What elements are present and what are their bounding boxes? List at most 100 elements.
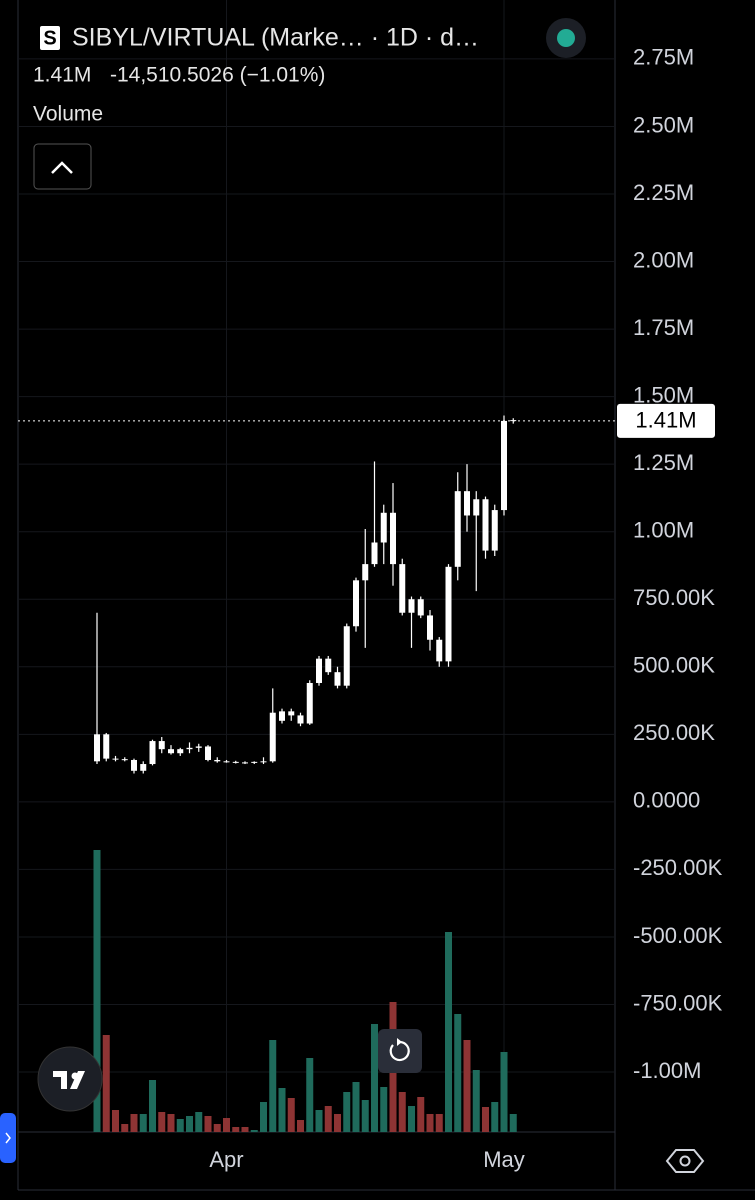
candle-body	[232, 761, 239, 763]
volume-bar	[306, 1058, 314, 1132]
candle-body	[158, 741, 165, 750]
volume-bar	[426, 1114, 434, 1132]
candle-body	[436, 639, 443, 662]
volume-bar	[408, 1106, 415, 1132]
y-tick-label: 250.00K	[633, 720, 715, 745]
volume-bar	[139, 1114, 147, 1132]
volume-bar	[223, 1118, 230, 1132]
candle-body	[223, 761, 230, 763]
volume-bar	[454, 1014, 462, 1132]
y-tick-label: 1.75M	[633, 315, 694, 340]
candle-body	[94, 734, 100, 762]
price-change: -14,510.5026 (−1.01%)	[110, 64, 325, 87]
candle-body	[131, 759, 137, 771]
candle-body	[343, 626, 350, 686]
candle-body	[288, 711, 295, 716]
volume-bar	[380, 1087, 388, 1132]
candle-body	[334, 672, 341, 686]
volume-bar	[343, 1092, 351, 1132]
candle-body	[279, 711, 285, 721]
candle-body	[103, 734, 110, 759]
volume-bar	[213, 1124, 221, 1132]
candle-body	[297, 715, 304, 724]
tradingview-logo-button[interactable]	[37, 1046, 103, 1112]
volume-bar	[204, 1116, 212, 1132]
last-price: 1.41M	[33, 64, 91, 87]
y-tick-label: 1.50M	[633, 382, 694, 407]
side-panel-handle[interactable]	[0, 1113, 16, 1163]
plot-area: 2.75M 2.50M 2.25M 2.00M 1.75M 1.50M 1.25M 1.00M…	[18, 0, 723, 1132]
y-tick-label: -500.00K	[633, 923, 723, 948]
y-tick-label: -1.00M	[633, 1058, 701, 1083]
tradingview-logo-dot	[71, 1072, 79, 1080]
y-tick-label: 750.00K	[633, 585, 715, 610]
candle-body	[464, 491, 470, 516]
reset-button[interactable]	[378, 1029, 422, 1073]
candle-body	[205, 746, 211, 760]
volume-bar	[121, 1124, 129, 1132]
candle-body	[269, 712, 276, 762]
reset-icon-arrow	[397, 1038, 402, 1046]
candle-body	[491, 510, 498, 551]
volume-bar	[445, 932, 452, 1132]
candle-body	[380, 512, 387, 543]
price-label: 1.41M	[635, 408, 696, 433]
y-tick-label: 0.0000	[633, 788, 700, 813]
side-panel-handle-icon	[5, 1132, 11, 1144]
candle-body	[121, 759, 128, 761]
candle-body	[371, 542, 378, 565]
volume-bar	[112, 1110, 119, 1132]
candle-body	[399, 564, 406, 613]
volume-bar	[324, 1106, 332, 1132]
y-tick-label: 500.00K	[633, 653, 715, 678]
candle-body	[260, 761, 267, 763]
symbol-logo-letter: S	[43, 27, 56, 49]
candle-body	[214, 759, 221, 762]
volume-bar	[371, 1024, 378, 1132]
volume-bar	[417, 1097, 425, 1132]
volume-bar	[287, 1098, 295, 1132]
volume-bar	[269, 1040, 277, 1132]
candle-body	[306, 682, 313, 724]
candle-body	[473, 499, 480, 516]
y-tick-label: 2.50M	[633, 112, 694, 137]
volume-bar	[315, 1110, 323, 1132]
candle-body	[242, 762, 248, 764]
candle-body	[501, 420, 507, 511]
volume-bar	[352, 1082, 360, 1132]
status-dot	[557, 29, 575, 47]
volume-bar	[278, 1088, 286, 1132]
reset-icon	[389, 1040, 410, 1062]
settings-icon-center	[679, 1155, 691, 1167]
candle-body	[168, 749, 174, 754]
candle-body	[408, 599, 415, 613]
volume-bar	[250, 1130, 258, 1132]
price-label-box	[617, 403, 715, 438]
candle-body	[140, 764, 147, 771]
candle-body	[445, 566, 452, 662]
volume-bar	[500, 1052, 508, 1132]
volume-bar	[482, 1107, 489, 1132]
candle-body	[112, 758, 119, 760]
y-tick-label: 2.25M	[633, 180, 694, 205]
volume-bar	[472, 1070, 480, 1132]
candle-body	[482, 499, 489, 551]
volume-legend: Volume	[33, 103, 103, 126]
collapse-button[interactable]	[33, 143, 92, 190]
x-tick-label: May	[483, 1147, 525, 1172]
candle-body	[427, 615, 433, 640]
x-tick-label: Apr	[209, 1147, 243, 1172]
settings-button[interactable]	[665, 1149, 705, 1173]
volume-bar	[167, 1114, 175, 1132]
y-tick-label: -750.00K	[633, 990, 723, 1015]
volume-bar	[130, 1114, 138, 1132]
volume-bar	[186, 1116, 193, 1132]
candle-body	[325, 658, 332, 673]
candle-body	[251, 761, 258, 763]
volume-bar	[297, 1120, 304, 1132]
volume-bar	[232, 1127, 240, 1132]
y-tick-label: 1.25M	[633, 450, 694, 475]
volume-bar	[491, 1102, 499, 1132]
